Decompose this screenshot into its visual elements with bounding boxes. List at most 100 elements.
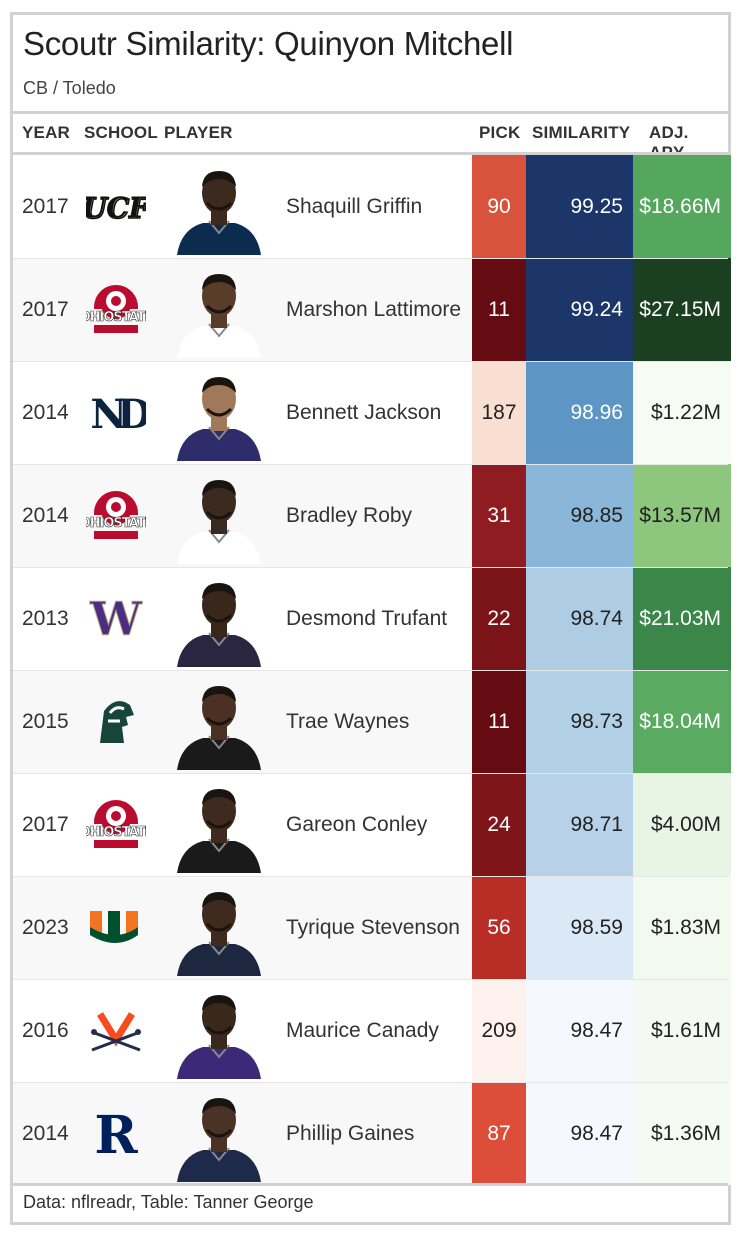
svg-text:UCF: UCF [86,191,146,224]
cell-similarity: 99.25 [526,155,633,258]
similarity-value: 98.47 [570,1019,623,1042]
row-divider [13,258,728,259]
ohio-state-logo: OHIOSTATE [79,794,154,854]
cell-player-name: Bradley Roby [286,504,413,527]
cell-year: 2016 [22,1019,69,1042]
cell-player-name: Phillip Gaines [286,1122,415,1145]
cell-player-name: Bennett Jackson [286,401,442,424]
row-divider [13,670,728,671]
col-header-pick: PICK [479,123,521,142]
apy-value: $18.66M [639,195,721,218]
cell-apy: $1.83M [633,876,731,979]
similarity-value: 98.59 [570,916,623,939]
washington-logo: W [86,588,146,648]
cell-pick: 187 [472,361,526,464]
cell-player-name: Tyrique Stevenson [286,916,460,939]
cell-apy: $1.22M [633,361,731,464]
svg-text:OHIOSTATE: OHIOSTATE [86,310,146,325]
table-frame: Scoutr Similarity: Quinyon Mitchell CB /… [10,12,731,1225]
table-row: 2013 W Desmond Trufant 22 98.74 $21.03M [13,567,731,670]
apy-value: $1.83M [650,916,721,939]
similarity-value: 98.74 [570,607,623,630]
cell-apy: $1.36M [633,1082,731,1185]
cell-pick: 31 [472,464,526,567]
pick-value: 87 [487,1122,511,1145]
michigan-state-logo [86,691,146,751]
cell-player-name: Trae Waynes [286,710,410,733]
cell-similarity: 99.24 [526,258,633,361]
similarity-value: 98.85 [570,504,623,527]
table-row: 2014 OHIOSTATE Bradley Roby 31 98.85 $13.57M [13,464,731,567]
pick-value: 22 [487,607,511,630]
similarity-value: 98.71 [570,813,623,836]
notre-dame-logo: ND [86,382,161,442]
table-row: 2017 OHIOSTATE Marshon Lattimore 11 99.24 $27… [13,258,731,361]
row-divider [13,567,728,568]
cell-year: 2014 [22,504,69,527]
apy-value: $4.00M [650,813,721,836]
cell-pick: 90 [472,155,526,258]
table-header: YEAR SCHOOL PLAYER PICK SIMILARITY ADJ. … [13,114,728,162]
row-divider [13,979,728,980]
table-row: 2017 UCF UCF Shaquill Griffin 90 99.25 $18.66M [13,155,731,258]
cell-apy: $27.15M [633,258,731,361]
row-divider [13,773,728,774]
virginia-logo [86,1000,146,1060]
cell-player-name: Gareon Conley [286,813,428,836]
player-headshot [173,781,265,873]
cell-pick: 11 [472,258,526,361]
apy-value: $13.57M [639,504,721,527]
row-divider [13,464,728,465]
svg-text:OHIOSTATE: OHIOSTATE [86,825,146,840]
similarity-value: 98.47 [570,1122,623,1145]
apy-value: $1.36M [650,1122,721,1145]
footer-rule [13,1183,728,1186]
cell-player-name: Maurice Canady [286,1019,439,1042]
cell-similarity: 98.85 [526,464,633,567]
cell-player-name: Shaquill Griffin [286,195,423,218]
cell-year: 2015 [22,710,69,733]
svg-text:ND: ND [90,391,146,438]
pick-value: 56 [487,916,511,939]
table-row: 2014 ND Bennett Jackson 187 98.96 $1.22M [13,361,731,464]
ohio-state-logo: OHIOSTATE [79,485,154,545]
apy-value: $21.03M [639,607,721,630]
cell-similarity: 98.47 [526,1082,633,1185]
cell-similarity: 98.96 [526,361,633,464]
cell-apy: $21.03M [633,567,731,670]
cell-pick: 22 [472,567,526,670]
cell-apy: $1.61M [633,979,731,1082]
cell-pick: 11 [472,670,526,773]
cell-year: 2017 [22,813,69,836]
miami-logo [86,897,146,957]
cell-pick: 87 [472,1082,526,1185]
svg-text:W: W [89,592,143,646]
table-row: 2014 R Phillip Gaines 87 98.47 $1.36M [13,1082,731,1185]
player-headshot [173,884,265,976]
cell-year: 2014 [22,1122,69,1145]
cell-similarity: 98.73 [526,670,633,773]
svg-text:UCF: UCF [86,192,146,225]
cell-year: 2017 [22,195,69,218]
player-headshot [173,266,265,358]
table-row: 2017 OHIOSTATE Gareon Conley 24 98.71 $4.00M [13,773,731,876]
cell-pick: 56 [472,876,526,979]
ohio-state-logo: OHIOSTATE [79,279,154,339]
col-header-similarity: SIMILARITY [532,123,631,142]
col-header-year: YEAR [22,123,71,142]
header-top-rule [13,111,728,114]
apy-value: $27.15M [639,298,721,321]
table-row: 2016 Maurice Canady 209 98.47 $1.61M [13,979,731,1082]
svg-text:OHIOSTATE: OHIOSTATE [86,516,146,531]
table-title: Scoutr Similarity: Quinyon Mitchell [23,25,514,62]
pick-value: 24 [487,813,511,836]
cell-similarity: 98.59 [526,876,633,979]
similarity-value: 98.73 [570,710,623,733]
cell-player-name: Marshon Lattimore [286,298,462,321]
row-divider [13,876,728,877]
cell-apy: $4.00M [633,773,731,876]
ucf-logo: UCF UCF [82,176,152,236]
col-header-school: SCHOOL [84,123,158,142]
table-row: 2015 Trae Waynes 11 98.73 $18.04M [13,670,731,773]
pick-value: 187 [481,401,517,424]
